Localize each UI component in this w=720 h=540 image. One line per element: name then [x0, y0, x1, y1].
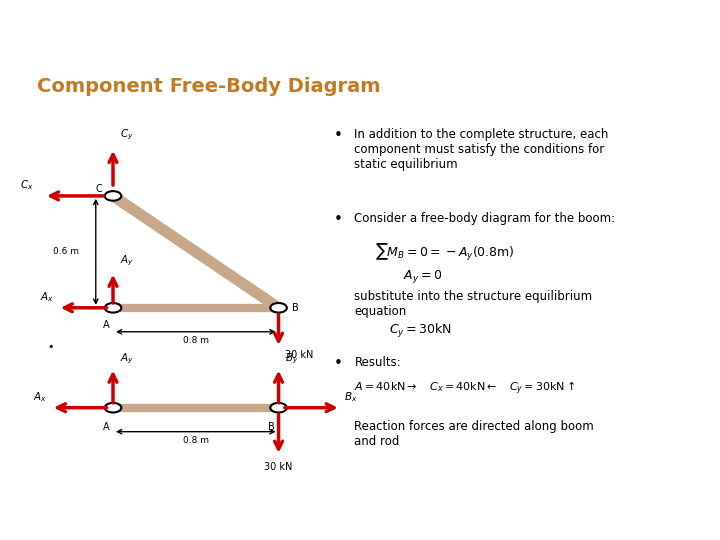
Text: MECHANICS OF MATERIALS: MECHANICS OF MATERIALS — [37, 17, 417, 41]
Text: A: A — [103, 422, 109, 431]
Text: 0.8 m: 0.8 m — [183, 436, 209, 444]
Text: $A_y$: $A_y$ — [120, 352, 134, 366]
Text: Reaction forces are directed along boom
and rod: Reaction forces are directed along boom … — [354, 420, 594, 448]
Text: $A_y = 0$: $A_y = 0$ — [402, 268, 442, 285]
Text: $B_y$: $B_y$ — [285, 352, 299, 366]
Text: In addition to the complete structure, each
component must satisfy the condition: In addition to the complete structure, e… — [354, 128, 609, 171]
Text: •: • — [334, 212, 343, 227]
Text: $A_x$: $A_x$ — [40, 290, 55, 304]
Text: B: B — [269, 422, 275, 431]
Text: © 2002 The McGraw-Hill Companies, Inc.  All rights reserved.: © 2002 The McGraw-Hill Companies, Inc. A… — [44, 519, 322, 528]
Text: 30 kN: 30 kN — [264, 462, 293, 471]
Text: •: • — [334, 356, 343, 371]
Text: $A = 40\mathrm{kN} \rightarrow \quad C_x = 40\mathrm{kN} \leftarrow \quad C_y = : $A = 40\mathrm{kN} \rightarrow \quad C_x… — [354, 380, 576, 397]
Text: Results:: Results: — [354, 356, 401, 369]
Text: 0.6 m: 0.6 m — [53, 247, 78, 256]
Text: $\sum M_B = 0 = -A_y(0.8\mathrm{m})$: $\sum M_B = 0 = -A_y(0.8\mathrm{m})$ — [375, 242, 515, 263]
Circle shape — [270, 403, 287, 413]
Text: Third
Edition: Third Edition — [9, 16, 22, 44]
Text: •: • — [334, 128, 343, 143]
Circle shape — [104, 403, 121, 413]
Text: substitute into the structure equilibrium
equation: substitute into the structure equilibriu… — [354, 290, 593, 318]
Text: $A_x$: $A_x$ — [34, 390, 48, 404]
Text: $C_x$: $C_x$ — [20, 178, 34, 192]
Text: A: A — [103, 320, 109, 330]
Circle shape — [270, 303, 287, 313]
Circle shape — [104, 191, 121, 201]
Text: Consider a free-body diagram for the boom:: Consider a free-body diagram for the boo… — [354, 212, 616, 225]
Text: Mc
Graw
Hill: Mc Graw Hill — [8, 502, 22, 518]
Text: $B_x$: $B_x$ — [344, 390, 358, 404]
Text: Component Free-Body Diagram: Component Free-Body Diagram — [37, 77, 381, 96]
Text: C: C — [96, 184, 103, 194]
Text: $C_y$: $C_y$ — [120, 127, 133, 142]
Text: $A_y$: $A_y$ — [120, 253, 134, 268]
Text: Beer • Johnston • DeWolf: Beer • Johnston • DeWolf — [572, 24, 713, 34]
Text: 6: 6 — [696, 517, 706, 531]
Text: •: • — [48, 342, 54, 352]
Text: 30 kN: 30 kN — [285, 350, 314, 360]
Text: 0.8 m: 0.8 m — [183, 336, 209, 345]
Circle shape — [104, 303, 121, 313]
Text: $C_y = 30\mathrm{kN}$: $C_y = 30\mathrm{kN}$ — [389, 322, 451, 340]
Text: B: B — [292, 303, 299, 313]
